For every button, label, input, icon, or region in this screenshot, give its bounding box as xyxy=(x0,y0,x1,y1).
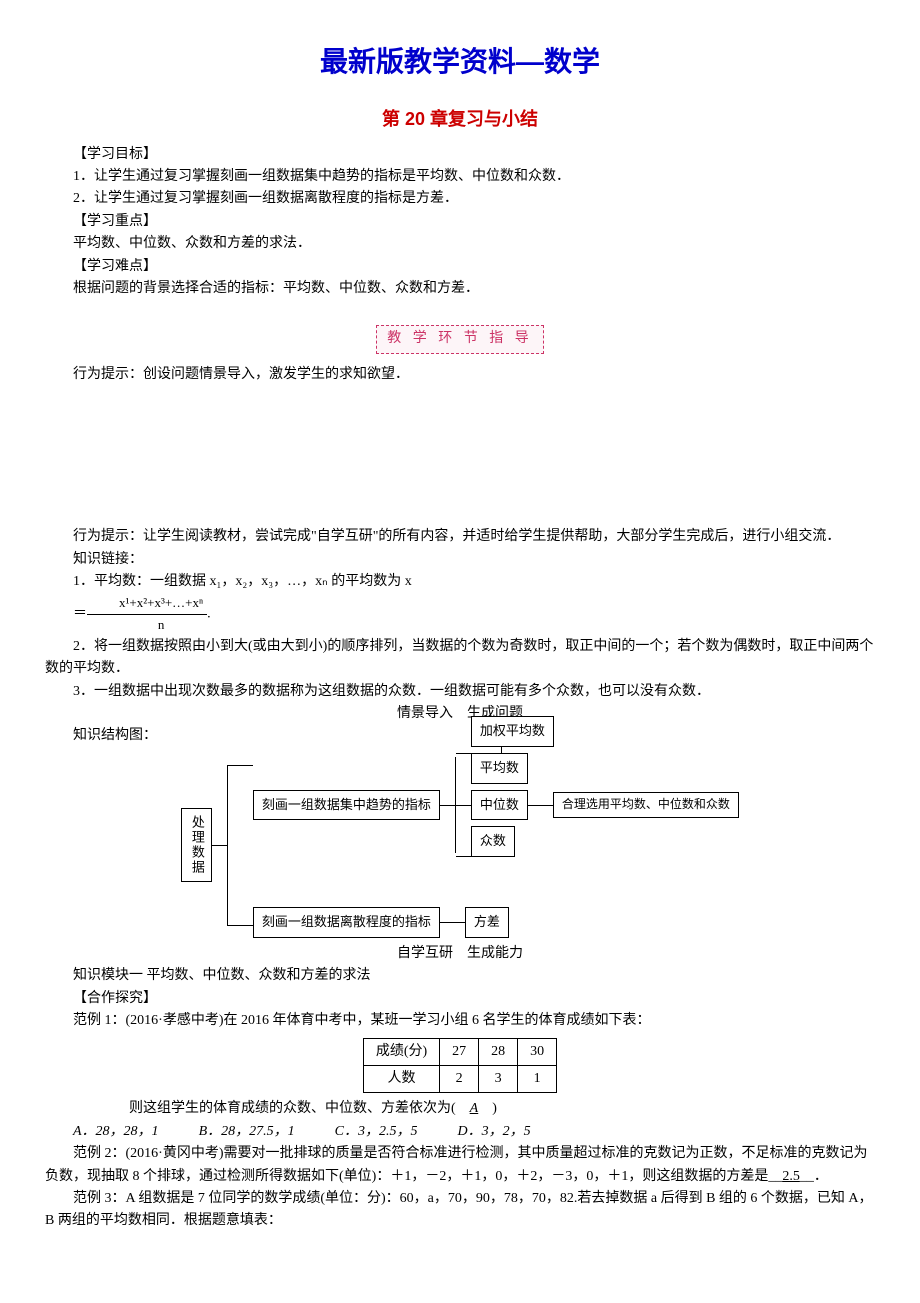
connector xyxy=(456,753,471,754)
tip-2: 行为提示：让学生阅读教材，尝试完成"自学互研"的所有内容，并适时给学生提供帮助，… xyxy=(45,526,875,548)
ex2-answer: 2.5 xyxy=(782,1169,800,1184)
node-median: 中位数 xyxy=(471,790,528,821)
example-3: 范例 3：A 组数据是 7 位同学的数学成绩(单位：分)：60，a，70，90，… xyxy=(45,1188,875,1233)
example-1-intro: 范例 1：(2016·孝感中考)在 2016 年体育中考中，某班一学习小组 6 … xyxy=(45,1010,875,1032)
node-variance: 方差 xyxy=(465,907,509,938)
knowledge-diagram: 处理数据 刻画一组数据集中趋势的指标 加权平均数 xyxy=(45,753,875,938)
node-root: 处理数据 xyxy=(181,808,212,882)
branch-column: 刻画一组数据集中趋势的指标 加权平均数 平均数 中位数 xyxy=(253,753,739,938)
options-row: A．28，28，1 B．28，27.5，1 C．3，2.5，5 D．3，2，5 xyxy=(45,1121,875,1143)
connector xyxy=(456,805,471,806)
q-text: 则这组学生的体育成绩的众数、中位数、方差依次为( xyxy=(129,1101,470,1116)
struct-label: 知识结构图： xyxy=(45,725,875,747)
node-branch-2: 刻画一组数据离散程度的指标 xyxy=(253,907,440,938)
node-weighted: 加权平均数 xyxy=(471,716,554,747)
ex2-text: 范例 2：(2016·黄冈中考)需要对一批排球的质量是否符合标准进行检测，其中质… xyxy=(45,1146,867,1183)
focus-label: 【学习重点】 xyxy=(45,211,875,233)
connector xyxy=(228,765,253,766)
numerator: x¹+x²+x³+…+xⁿ xyxy=(87,593,207,615)
score-table: 成绩(分) 27 28 30 人数 2 3 1 xyxy=(363,1038,557,1094)
scene-label: 情景导入 生成问题 xyxy=(45,703,875,725)
node-branch-1: 刻画一组数据集中趋势的指标 xyxy=(253,790,440,821)
module-1-title: 知识模块一 平均数、中位数、众数和方差的求法 xyxy=(45,965,875,987)
focus-text: 平均数、中位数、众数和方差的求法． xyxy=(45,233,875,255)
connector xyxy=(440,805,455,806)
tip-1: 行为提示：创设问题情景导入，激发学生的求知欲望． xyxy=(45,364,875,386)
table-row: 成绩(分) 27 28 30 xyxy=(363,1038,556,1065)
diff-label: 【学习难点】 xyxy=(45,256,875,278)
link-3-text: 3．一组数据中出现次数最多的数据称为这组数据的众数．一组数据可能有多个众数，也可… xyxy=(73,684,710,699)
denominator: n xyxy=(87,615,207,636)
link-3: 3．一组数据中出现次数最多的数据称为这组数据的众数．一组数据可能有多个众数，也可… xyxy=(45,681,875,703)
separator-text: 教 学 环 节 指 导 xyxy=(376,325,544,353)
after-diagram-text: 自学互研 生成能力 xyxy=(45,943,875,965)
fraction: x¹+x²+x³+…+xⁿ n xyxy=(87,593,207,636)
q-end: ) xyxy=(478,1101,497,1116)
link-1-pre: 1．平均数：一组数据 x₁，x₂，x₃，…，xₙ 的平均数为 x xyxy=(45,571,875,593)
node-mean: 平均数 xyxy=(471,753,528,784)
table-cell: 28 xyxy=(479,1038,518,1065)
table-cell: 3 xyxy=(479,1065,518,1092)
main-title: 最新版教学资料—数学 xyxy=(45,40,875,85)
option-d: D．3，2，5 xyxy=(457,1121,530,1143)
connector xyxy=(528,805,553,806)
node-mode: 众数 xyxy=(471,826,515,857)
connector xyxy=(228,925,253,926)
mid-connectors xyxy=(228,753,253,938)
table-cell: 2 xyxy=(440,1065,479,1092)
leaf-stack-1: 加权平均数 平均数 中位数 合理选用平均数、中位数和众数 众数 xyxy=(471,753,739,857)
coop-label: 【合作探究】 xyxy=(45,988,875,1010)
node-right-note: 合理选用平均数、中位数和众数 xyxy=(553,792,739,818)
table-cell: 27 xyxy=(440,1038,479,1065)
goal-2: 2．让学生通过复习掌握刻画一组数据离散程度的指标是方差． xyxy=(45,188,875,210)
ex2-end: __． xyxy=(800,1169,828,1184)
table-cell: 30 xyxy=(518,1038,557,1065)
separator-box: 教 学 环 节 指 导 xyxy=(45,325,875,353)
option-a: A．28，28，1 xyxy=(73,1121,159,1143)
spacer xyxy=(45,386,875,526)
table-row: 人数 2 3 1 xyxy=(363,1065,556,1092)
connector xyxy=(212,845,227,846)
example-2: 范例 2：(2016·黄冈中考)需要对一批排球的质量是否符合标准进行检测，其中质… xyxy=(45,1143,875,1188)
example-1-question: 则这组学生的体育成绩的众数、中位数、方差依次为( A ) xyxy=(45,1098,875,1120)
chapter-title: 第 20 章复习与小结 xyxy=(45,105,875,134)
connector xyxy=(501,747,502,753)
goal-1: 1．让学生通过复习掌握刻画一组数据集中趋势的指标是平均数、中位数和众数． xyxy=(45,166,875,188)
link-label: 知识链接： xyxy=(45,549,875,571)
table-cell: 1 xyxy=(518,1065,557,1092)
connector xyxy=(456,856,471,857)
option-c: C．3，2.5，5 xyxy=(335,1121,418,1143)
link-2: 2．将一组数据按照由小到大(或由大到小)的顺序排列，当数据的个数为奇数时，取正中… xyxy=(45,636,875,681)
formula: ＝ x¹+x²+x³+…+xⁿ n . xyxy=(45,593,875,636)
table-cell: 人数 xyxy=(363,1065,439,1092)
goal-label: 【学习目标】 xyxy=(45,144,875,166)
diff-text: 根据问题的背景选择合适的指标：平均数、中位数、众数和方差． xyxy=(45,278,875,300)
answer-a: A xyxy=(470,1101,479,1116)
connector xyxy=(440,922,465,923)
option-b: B．28，27.5，1 xyxy=(199,1121,295,1143)
table-cell: 成绩(分) xyxy=(363,1038,439,1065)
